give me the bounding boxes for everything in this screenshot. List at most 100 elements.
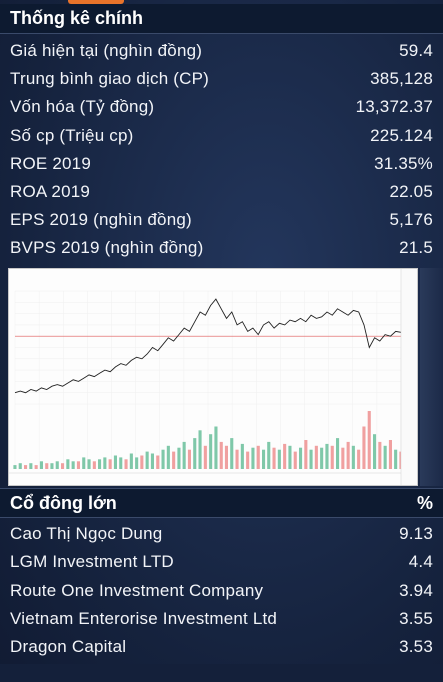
- shareholders-title: Cổ đông lớn: [10, 492, 117, 513]
- bottom-band: [0, 664, 443, 682]
- volume-bar: [251, 447, 255, 469]
- volume-bar: [193, 438, 197, 469]
- volume-bar: [314, 445, 318, 469]
- volume-bar: [309, 449, 313, 469]
- price-chart-svg: [9, 269, 417, 485]
- volume-bar: [293, 451, 297, 469]
- volume-bar: [50, 463, 54, 469]
- percent-column-header: %: [416, 492, 433, 513]
- volume-bar: [150, 453, 154, 469]
- stat-value: 13,372.37: [355, 97, 433, 116]
- volume-bar: [288, 445, 292, 469]
- volume-bar: [82, 457, 86, 469]
- volume-bar: [219, 441, 223, 469]
- volume-bar: [124, 459, 128, 469]
- volume-bar: [362, 426, 366, 469]
- shareholder-percent: 3.55: [399, 609, 433, 628]
- stat-value: 385,128: [370, 69, 433, 88]
- volume-bar: [394, 449, 398, 469]
- volume-bar: [383, 445, 387, 469]
- shareholder-name: Cao Thị Ngọc Dung: [10, 524, 163, 543]
- volume-bar: [87, 459, 91, 469]
- stat-row-eps: EPS 2019 (nghìn đồng) 5,176: [0, 206, 443, 234]
- volume-bar: [304, 440, 308, 469]
- volume-bar: [378, 441, 382, 469]
- volume-bar: [29, 463, 33, 469]
- stat-label: Vốn hóa (Tỷ đồng): [10, 97, 155, 116]
- volume-bar: [367, 411, 371, 469]
- stat-label: BVPS 2019 (nghìn đồng): [10, 238, 204, 257]
- shareholder-name: Dragon Capital: [10, 637, 127, 656]
- volume-bar: [203, 445, 207, 469]
- volume-bar: [135, 457, 139, 469]
- background-decoration: [420, 268, 443, 486]
- shareholder-row: Cao Thị Ngọc Dung 9.13: [0, 520, 443, 548]
- volume-bar: [336, 438, 340, 469]
- volume-bar: [320, 447, 324, 469]
- volume-bar: [230, 438, 234, 469]
- shareholder-name: Route One Investment Company: [10, 581, 264, 600]
- volume-bar: [330, 445, 334, 469]
- volume-bar: [61, 463, 65, 469]
- shareholders-header: Cổ đông lớn %: [0, 488, 443, 518]
- shareholder-percent: 4.4: [408, 552, 433, 571]
- volume-bar: [246, 451, 250, 469]
- stat-label: Giá hiện tại (nghìn đồng): [10, 41, 203, 60]
- volume-bar: [119, 457, 123, 469]
- key-stats-header: Thống kê chính: [0, 4, 443, 34]
- stat-label: Trung bình giao dịch (CP): [10, 69, 210, 88]
- active-tab-indicator: [68, 0, 124, 4]
- price-series-line: [14, 298, 402, 394]
- volume-bar: [24, 465, 28, 469]
- stat-value: 22.05: [389, 182, 433, 201]
- stat-label: Số cp (Triệu cp): [10, 126, 134, 145]
- volume-bar: [346, 441, 350, 469]
- volume-bar: [351, 445, 355, 469]
- volume-bar: [145, 451, 149, 469]
- stat-value: 225.124: [370, 126, 433, 145]
- volume-bar: [256, 445, 260, 469]
- shareholder-row: Vietnam Enterorise Investment Ltd 3.55: [0, 605, 443, 633]
- volume-bar: [325, 443, 329, 469]
- volume-bar: [55, 461, 59, 469]
- volume-bar: [103, 457, 107, 469]
- shareholder-percent: 3.94: [399, 581, 433, 600]
- volume-bar: [182, 441, 186, 469]
- stat-value: 31.35%: [374, 154, 433, 173]
- volume-bar: [267, 441, 271, 469]
- stat-row-roa: ROA 2019 22.05: [0, 178, 443, 206]
- volume-bar: [161, 449, 165, 469]
- volume-bar: [18, 463, 22, 469]
- shareholder-name: LGM Investment LTD: [10, 552, 174, 571]
- stat-label: ROA 2019: [10, 182, 91, 201]
- stat-label: ROE 2019: [10, 154, 91, 173]
- stat-value: 59.4: [399, 41, 433, 60]
- volume-bar: [224, 445, 228, 469]
- volume-bar: [76, 461, 80, 469]
- volume-bar: [45, 463, 49, 469]
- stat-row-current-price: Giá hiện tại (nghìn đồng) 59.4: [0, 37, 443, 65]
- volume-bar: [283, 443, 287, 469]
- stat-value: 5,176: [389, 210, 433, 229]
- shareholder-percent: 9.13: [399, 524, 433, 543]
- volume-bar: [66, 459, 70, 469]
- stat-value: 21.5: [399, 238, 433, 257]
- volume-bar: [129, 453, 133, 469]
- stat-row-roe: ROE 2019 31.35%: [0, 150, 443, 178]
- volume-bar: [373, 434, 377, 469]
- volume-bar: [277, 449, 281, 469]
- volume-bar: [235, 449, 239, 469]
- volume-bar: [140, 455, 144, 469]
- volume-bar: [156, 455, 160, 469]
- volume-bar: [209, 434, 213, 469]
- stat-row-avg-volume: Trung bình giao dịch (CP) 385,128: [0, 65, 443, 93]
- stat-label: EPS 2019 (nghìn đồng): [10, 210, 192, 229]
- stat-row-market-cap: Vốn hóa (Tỷ đồng) 13,372.37: [0, 93, 443, 121]
- volume-bar: [39, 461, 43, 469]
- volume-bar: [272, 447, 276, 469]
- volume-bar: [92, 461, 96, 469]
- volume-bar: [214, 426, 218, 469]
- volume-bar: [34, 465, 38, 469]
- key-stats-title: Thống kê chính: [10, 8, 143, 28]
- volume-bar: [71, 461, 75, 469]
